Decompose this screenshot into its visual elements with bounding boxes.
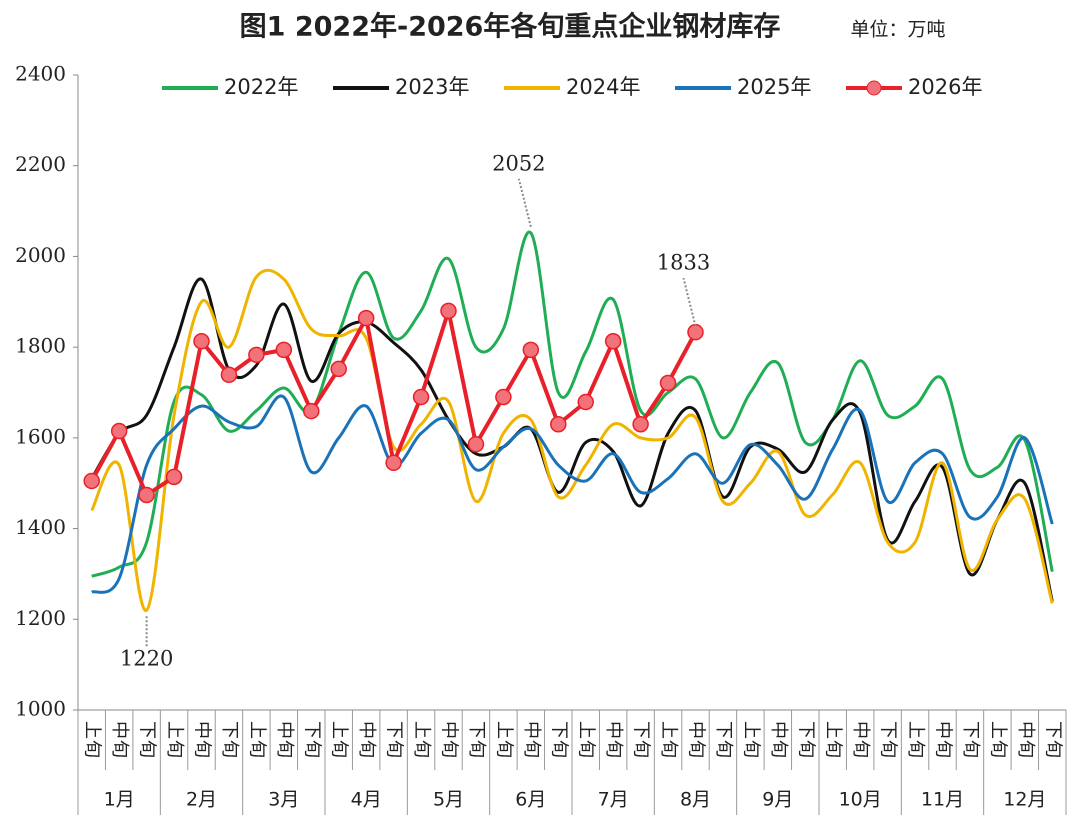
- legend-label: 2023年: [395, 75, 469, 99]
- group-label: 5月: [433, 789, 464, 811]
- point: [412, 388, 430, 406]
- x-tick-label: 下旬: [466, 721, 487, 759]
- series-line: [90, 268, 1054, 612]
- point: [248, 346, 265, 364]
- x-tick-label: 中旬: [192, 721, 213, 759]
- point: [220, 366, 238, 384]
- legend-marker: [866, 80, 882, 96]
- point: [138, 486, 155, 504]
- chart-subtitle: 单位：万吨: [850, 19, 945, 41]
- y-tick-label: 1800: [15, 334, 66, 358]
- annotation: 1833: [657, 251, 710, 275]
- point: [440, 302, 457, 320]
- x-tick-label: 下旬: [384, 721, 405, 759]
- x-tick-label: 中旬: [603, 721, 624, 759]
- x-tick-label: 下旬: [631, 721, 652, 759]
- group-label: 4月: [351, 789, 382, 811]
- x-tick-label: 中旬: [933, 721, 954, 759]
- group-label: 9月: [762, 789, 793, 811]
- x-tick-label: 上旬: [905, 721, 926, 759]
- group-label: 10月: [839, 789, 882, 811]
- point: [522, 341, 540, 359]
- group-label: 8月: [680, 789, 711, 811]
- x-tick-label: 上旬: [164, 721, 185, 759]
- point: [275, 341, 293, 359]
- point: [687, 323, 704, 341]
- annotation: 2052: [492, 151, 545, 175]
- point: [467, 435, 485, 453]
- legend-label: 2024年: [566, 75, 640, 99]
- point: [604, 332, 622, 350]
- point: [659, 374, 677, 392]
- x-tick-label: 中旬: [356, 721, 377, 759]
- x-tick-label: 中旬: [439, 721, 460, 759]
- point: [495, 388, 512, 406]
- y-tick-label: 1000: [15, 697, 66, 721]
- point: [357, 309, 375, 327]
- group-label: 7月: [598, 789, 629, 811]
- group-label: 3月: [268, 789, 299, 811]
- x-tick-label: 中旬: [274, 721, 295, 759]
- x-tick-label: 上旬: [329, 721, 350, 759]
- x-tick-label: 下旬: [713, 721, 734, 759]
- y-tick-label: 1400: [15, 515, 66, 539]
- series-line: [91, 394, 1054, 594]
- point: [165, 468, 183, 486]
- group-label: 6月: [515, 789, 546, 811]
- x-tick-label: 下旬: [960, 721, 981, 759]
- point: [193, 332, 210, 350]
- legend-label: 2026年: [908, 75, 982, 99]
- x-tick-label: 上旬: [493, 721, 514, 759]
- y-tick-label: 2000: [15, 243, 66, 267]
- legend-label: 2022年: [224, 75, 298, 99]
- x-tick-label: 中旬: [850, 721, 871, 759]
- series-line: [91, 230, 1054, 578]
- annotation: 1220: [120, 647, 173, 671]
- series-line: [90, 277, 1054, 602]
- y-tick-label: 2200: [15, 152, 66, 176]
- group-label: 12月: [1003, 789, 1046, 811]
- x-tick-label: 下旬: [795, 721, 816, 759]
- point: [330, 360, 347, 378]
- point: [110, 422, 128, 440]
- annotation-leader: [517, 178, 532, 228]
- y-tick-label: 1200: [15, 606, 66, 630]
- y-tick-label: 1600: [15, 424, 66, 448]
- legend-label: 2025年: [737, 75, 811, 99]
- x-tick-label: 上旬: [823, 721, 844, 759]
- x-tick-label: 上旬: [658, 721, 679, 759]
- x-tick-label: 上旬: [987, 721, 1008, 759]
- point: [632, 416, 649, 433]
- point: [577, 393, 594, 411]
- x-tick-label: 下旬: [219, 721, 240, 759]
- x-tick-label: 下旬: [878, 721, 899, 759]
- x-tick-label: 中旬: [1015, 721, 1036, 759]
- x-tick-label: 中旬: [686, 721, 707, 759]
- x-tick-label: 上旬: [411, 721, 432, 759]
- x-tick-label: 下旬: [548, 721, 569, 759]
- group-label: 2月: [186, 789, 217, 811]
- x-tick-label: 上旬: [246, 721, 267, 759]
- x-tick-label: 上旬: [576, 721, 597, 759]
- point: [83, 472, 100, 490]
- point: [385, 454, 402, 472]
- group-label: 11月: [921, 789, 964, 811]
- x-tick-label: 上旬: [740, 721, 761, 759]
- point: [550, 416, 567, 433]
- chart-title: 图1 2022年-2026年各旬重点企业钢材库存: [240, 11, 781, 43]
- x-tick-label: 下旬: [301, 721, 322, 759]
- x-tick-label: 下旬: [137, 721, 158, 759]
- point: [303, 402, 320, 420]
- group-label: 1月: [104, 789, 135, 811]
- y-tick-label: 2400: [15, 62, 66, 86]
- x-tick-label: 中旬: [768, 721, 789, 759]
- x-tick-label: 中旬: [109, 721, 130, 759]
- x-tick-label: 下旬: [1042, 721, 1063, 759]
- annotation-leader: [682, 277, 697, 327]
- x-tick-label: 上旬: [82, 721, 103, 759]
- x-tick-label: 中旬: [521, 721, 542, 759]
